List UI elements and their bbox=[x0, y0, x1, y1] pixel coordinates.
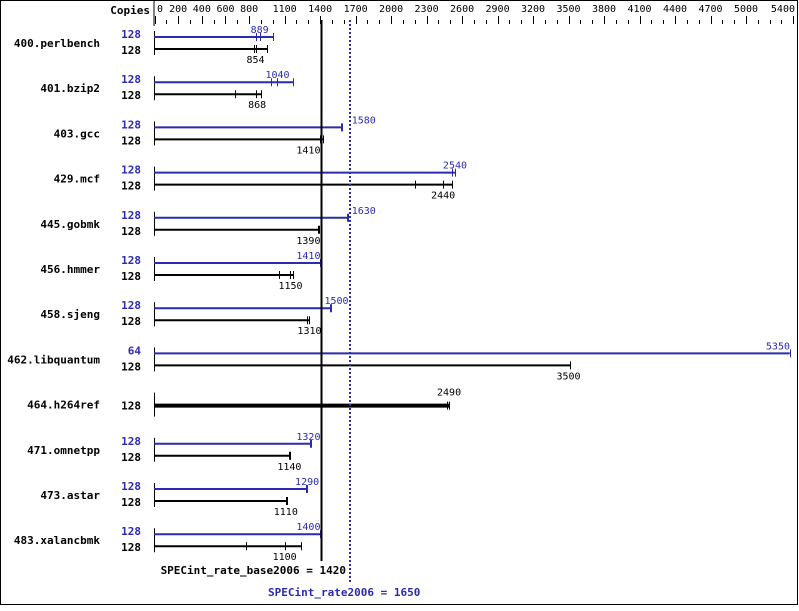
peak-copies: 128 bbox=[121, 164, 141, 177]
benchmark-name: 464.h264ref bbox=[27, 399, 100, 412]
benchmark-name: 458.sjeng bbox=[40, 308, 100, 321]
base-copies: 128 bbox=[121, 496, 141, 509]
peak-copies: 128 bbox=[121, 525, 141, 538]
base-copies: 128 bbox=[121, 270, 141, 283]
benchmark-perlbench: 400.perlbench 128 128 889 854 bbox=[14, 25, 274, 66]
benchmark-bzip2: 401.bzip2 128 128 1040 868 bbox=[40, 70, 294, 111]
benchmark-name: 429.mcf bbox=[54, 173, 100, 186]
value-label: 889 bbox=[251, 25, 269, 36]
value-label: 5350 bbox=[766, 341, 790, 352]
benchmark-name: 462.libquantum bbox=[7, 353, 100, 366]
x-tick-label: 2900 bbox=[486, 4, 510, 15]
x-tick-label: 1100 bbox=[273, 4, 297, 15]
value-label: 1100 bbox=[273, 552, 297, 563]
x-tick-label: 4400 bbox=[663, 4, 687, 15]
peak-copies: 128 bbox=[121, 299, 141, 312]
value-label: 1630 bbox=[352, 206, 376, 217]
x-tick-label: 800 bbox=[240, 4, 258, 15]
peak-summary-label: SPECint_rate2006 = 1650 bbox=[268, 586, 420, 599]
x-tick-label: 5400 bbox=[771, 4, 795, 15]
x-tick-label: 3500 bbox=[557, 4, 581, 15]
base-copies: 128 bbox=[121, 400, 141, 413]
base-summary-label: SPECint_rate_base2006 = 1420 bbox=[161, 564, 346, 577]
value-label: 1390 bbox=[296, 236, 320, 247]
peak-copies: 128 bbox=[121, 435, 141, 448]
benchmark-hmmer: 456.hmmer 128 128 1410 1150 bbox=[40, 251, 322, 292]
value-label: 1110 bbox=[274, 507, 298, 518]
benchmark-mcf: 429.mcf 128 128 2540 2440 bbox=[54, 161, 467, 202]
value-label: 1410 bbox=[296, 145, 320, 156]
value-label: 3500 bbox=[557, 371, 581, 382]
peak-copies: 128 bbox=[121, 118, 141, 131]
value-label: 1410 bbox=[296, 251, 320, 262]
x-tick-label: 3800 bbox=[592, 4, 616, 15]
x-tick-label: 1400 bbox=[308, 4, 332, 15]
benchmark-libquantum: 462.libquantum 64 128 5350 3500 bbox=[7, 341, 791, 382]
value-label: 1290 bbox=[295, 477, 319, 488]
x-tick-label: 600 bbox=[216, 4, 234, 15]
base-copies: 128 bbox=[121, 134, 141, 147]
value-label: 2540 bbox=[443, 161, 467, 172]
x-tick-label: 0 bbox=[157, 4, 163, 15]
base-copies: 128 bbox=[121, 541, 141, 554]
copies-header: Copies bbox=[110, 4, 150, 17]
value-label: 1310 bbox=[297, 326, 321, 337]
x-axis: 0 200 400 600 800 1100 1400 1700 2000 2300 2600 290… bbox=[153, 0, 795, 26]
x-tick-label: 400 bbox=[193, 4, 211, 15]
reference-lines: SPECint_rate_base2006 = 1420 SPECint_rate… bbox=[161, 20, 420, 599]
x-tick-label: 3200 bbox=[521, 4, 545, 15]
value-label: 1400 bbox=[296, 522, 320, 533]
benchmark-xalancbmk: 483.xalancbmk 128 128 1400 1100 bbox=[14, 522, 322, 563]
benchmark-name: 401.bzip2 bbox=[40, 82, 100, 95]
benchmark-name: 456.hmmer bbox=[40, 263, 100, 276]
benchmark-name: 400.perlbench bbox=[14, 37, 100, 50]
benchmark-astar: 473.astar 128 128 1290 1110 bbox=[40, 477, 319, 518]
value-label: 1140 bbox=[277, 462, 301, 473]
base-copies: 128 bbox=[121, 360, 141, 373]
peak-copies: 128 bbox=[121, 28, 141, 41]
base-copies: 128 bbox=[121, 180, 141, 193]
x-tick-label: 2300 bbox=[415, 4, 439, 15]
x-tick-label: 5000 bbox=[734, 4, 758, 15]
value-label: 1320 bbox=[296, 432, 320, 443]
benchmark-name: 403.gcc bbox=[54, 127, 100, 140]
peak-copies: 128 bbox=[121, 254, 141, 267]
base-copies: 128 bbox=[121, 44, 141, 57]
value-label: 1500 bbox=[324, 296, 348, 307]
benchmark-name: 471.omnetpp bbox=[27, 444, 100, 457]
benchmark-name: 483.xalancbmk bbox=[14, 534, 100, 547]
x-tick-label: 1700 bbox=[344, 4, 368, 15]
benchmark-gcc: 403.gcc 128 128 1580 1410 bbox=[54, 115, 376, 156]
x-tick-label: 2000 bbox=[379, 4, 403, 15]
base-copies: 128 bbox=[121, 315, 141, 328]
benchmark-omnetpp: 471.omnetpp 128 128 1320 1140 bbox=[27, 432, 320, 473]
benchmark-gobmk: 445.gobmk 128 128 1630 1390 bbox=[40, 206, 375, 247]
peak-copies: 128 bbox=[121, 480, 141, 493]
peak-copies: 128 bbox=[121, 73, 141, 86]
base-copies: 128 bbox=[121, 225, 141, 238]
x-tick-label: 200 bbox=[169, 4, 187, 15]
value-label: 2440 bbox=[431, 191, 455, 202]
x-tick-label: 2600 bbox=[450, 4, 474, 15]
value-label: 854 bbox=[246, 55, 264, 66]
value-label: 1580 bbox=[352, 115, 376, 126]
bars: 400.perlbench 128 128 889 854 401.bzip2 128 128… bbox=[7, 25, 791, 563]
value-label: 1040 bbox=[265, 70, 289, 81]
benchmark-sjeng: 458.sjeng 128 128 1500 1310 bbox=[40, 296, 348, 337]
value-label: 1150 bbox=[278, 281, 302, 292]
value-label: 868 bbox=[248, 100, 266, 111]
peak-copies: 128 bbox=[121, 209, 141, 222]
base-copies: 128 bbox=[121, 89, 141, 102]
value-label: 2490 bbox=[437, 388, 461, 399]
benchmark-h264ref: 464.h264ref 128 2490 bbox=[27, 388, 461, 417]
benchmark-name: 445.gobmk bbox=[40, 218, 100, 231]
benchmark-name: 473.astar bbox=[40, 489, 100, 502]
base-copies: 128 bbox=[121, 451, 141, 464]
peak-copies: 64 bbox=[128, 344, 142, 357]
x-tick-label: 4700 bbox=[698, 4, 722, 15]
x-tick-label: 4100 bbox=[627, 4, 651, 15]
